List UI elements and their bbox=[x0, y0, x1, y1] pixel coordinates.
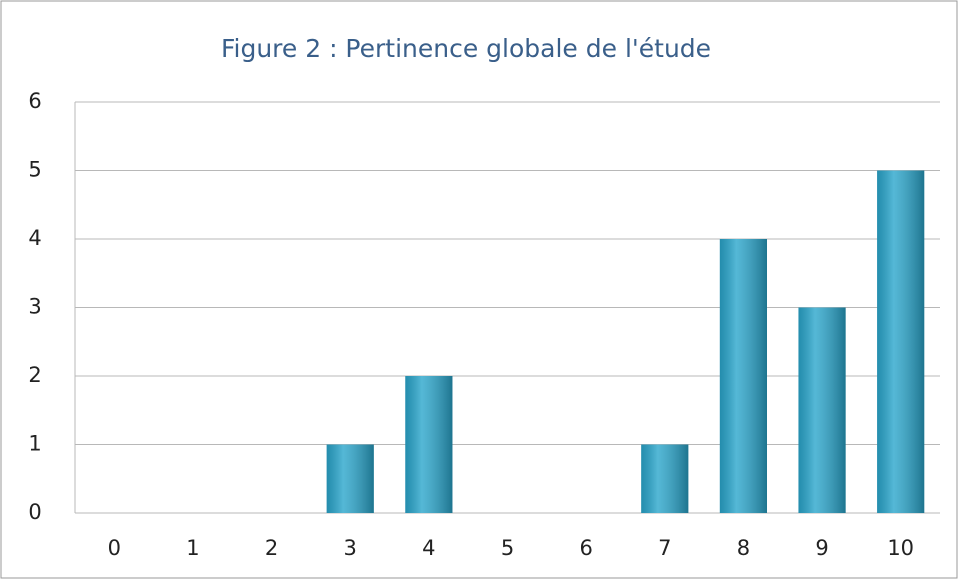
x-tick-label: 9 bbox=[815, 536, 828, 560]
y-tick-label: 4 bbox=[28, 226, 41, 250]
x-tick-label: 10 bbox=[887, 536, 914, 560]
x-tick-label: 3 bbox=[344, 536, 357, 560]
x-tick-label: 8 bbox=[737, 536, 750, 560]
y-tick-label: 6 bbox=[28, 89, 41, 113]
x-tick-label: 6 bbox=[579, 536, 592, 560]
x-tick-label: 0 bbox=[108, 536, 121, 560]
bar-shade bbox=[641, 444, 689, 513]
bar-shade bbox=[798, 307, 846, 513]
x-tick-label: 2 bbox=[265, 536, 278, 560]
x-tick-label: 1 bbox=[186, 536, 199, 560]
y-tick-label: 5 bbox=[28, 158, 41, 182]
chart-title: Figure 2 : Pertinence globale de l'étude bbox=[221, 34, 711, 63]
y-tick-label: 0 bbox=[28, 500, 41, 524]
y-tick-label: 3 bbox=[28, 295, 41, 319]
bar-shade bbox=[326, 444, 374, 513]
y-tick-label: 1 bbox=[28, 432, 41, 456]
x-tick-label: 4 bbox=[422, 536, 435, 560]
bar-shade bbox=[719, 239, 767, 513]
y-tick-label: 2 bbox=[28, 363, 41, 387]
x-tick-label: 7 bbox=[658, 536, 671, 560]
bar-shade bbox=[405, 376, 453, 513]
x-tick-label: 5 bbox=[501, 536, 514, 560]
bar-shade bbox=[877, 170, 925, 513]
